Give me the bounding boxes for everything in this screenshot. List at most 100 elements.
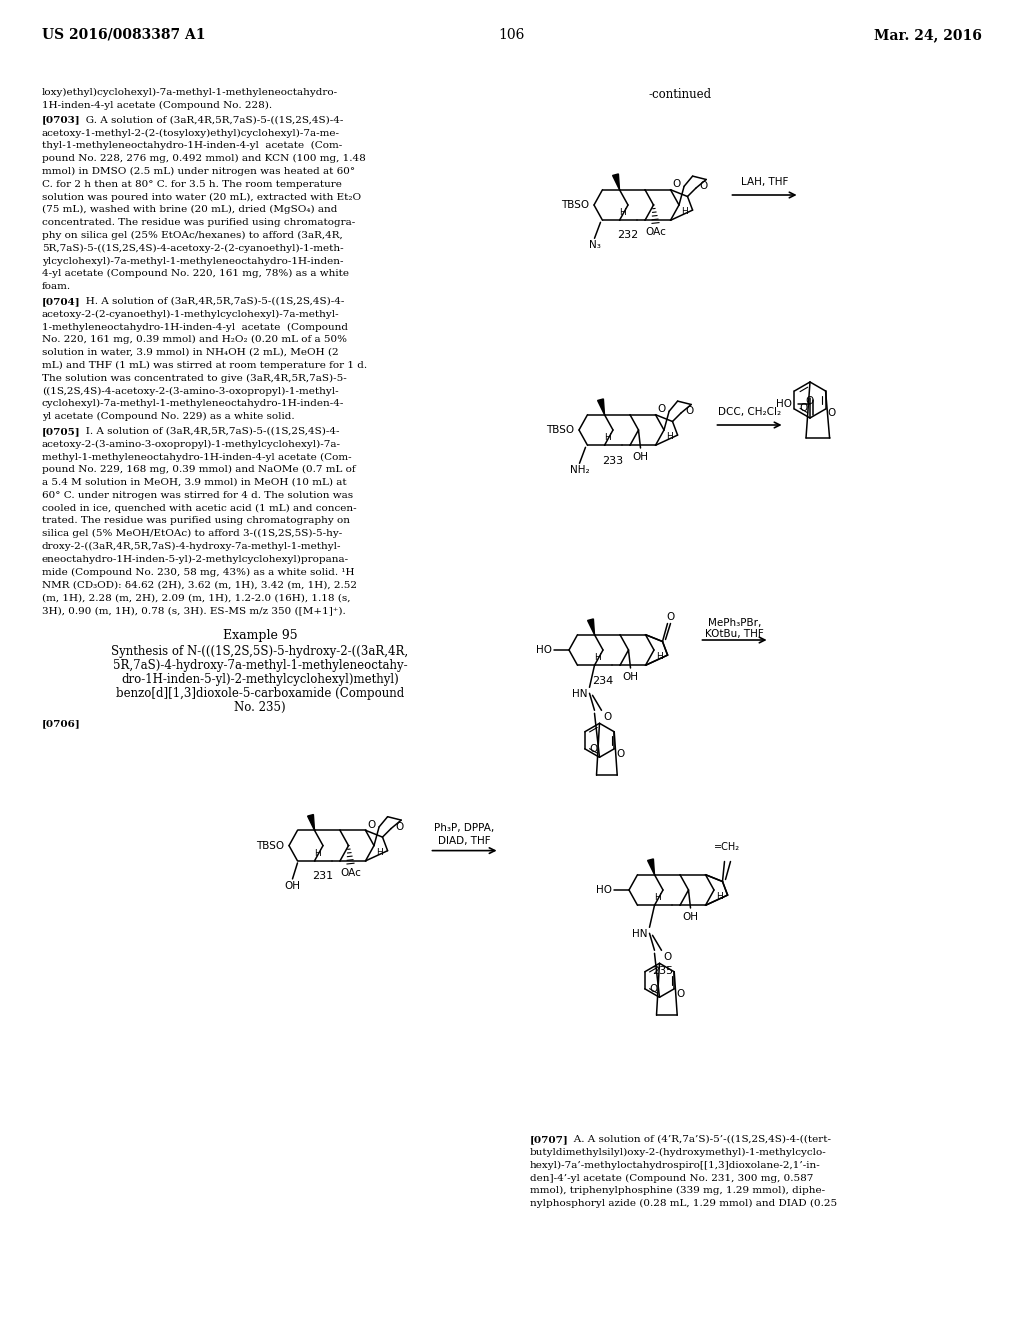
Text: 234: 234: [592, 676, 613, 685]
Text: 3H), 0.90 (m, 1H), 0.78 (s, 3H). ES-MS m/z 350 ([M+1]⁺).: 3H), 0.90 (m, 1H), 0.78 (s, 3H). ES-MS m…: [42, 606, 346, 615]
Text: LAH, THF: LAH, THF: [740, 177, 788, 187]
Text: solution was poured into water (20 mL), extracted with Et₂O: solution was poured into water (20 mL), …: [42, 193, 361, 202]
Text: TBSO: TBSO: [546, 425, 574, 436]
Text: HO: HO: [596, 884, 612, 895]
Text: A. A solution of (4’R,7a’S)-5’-((1S,2S,4S)-4-((tert-: A. A solution of (4’R,7a’S)-5’-((1S,2S,4…: [564, 1135, 831, 1144]
Text: 235: 235: [652, 965, 674, 975]
Text: -continued: -continued: [648, 88, 712, 102]
Text: Ph₃P, DPPA,: Ph₃P, DPPA,: [434, 822, 495, 833]
Text: O: O: [699, 181, 709, 191]
Text: C. for 2 h then at 80° C. for 3.5 h. The room temperature: C. for 2 h then at 80° C. for 3.5 h. The…: [42, 180, 342, 189]
Text: loxy)ethyl)cyclohexyl)-7a-methyl-1-methyleneoctahydro-: loxy)ethyl)cyclohexyl)-7a-methyl-1-methy…: [42, 88, 338, 98]
Text: OH: OH: [683, 912, 698, 921]
Text: H: H: [620, 209, 626, 216]
Text: TBSO: TBSO: [561, 201, 589, 210]
Text: Mar. 24, 2016: Mar. 24, 2016: [874, 28, 982, 42]
Text: [0704]: [0704]: [42, 297, 81, 306]
Text: mL) and THF (1 mL) was stirred at room temperature for 1 d.: mL) and THF (1 mL) was stirred at room t…: [42, 360, 368, 370]
Text: US 2016/0083387 A1: US 2016/0083387 A1: [42, 28, 206, 42]
Text: (75 mL), washed with brine (20 mL), dried (MgSO₄) and: (75 mL), washed with brine (20 mL), drie…: [42, 205, 337, 214]
Text: KOtBu, THF: KOtBu, THF: [706, 630, 764, 639]
Text: [0706]: [0706]: [42, 719, 81, 727]
Text: mmol) in DMSO (2.5 mL) under nitrogen was heated at 60°: mmol) in DMSO (2.5 mL) under nitrogen wa…: [42, 166, 355, 176]
Text: NMR (CD₃OD): δ4.62 (2H), 3.62 (m, 1H), 3.42 (m, 1H), 2.52: NMR (CD₃OD): δ4.62 (2H), 3.62 (m, 1H), 3…: [42, 581, 357, 590]
Text: No. 220, 161 mg, 0.39 mmol) and H₂O₂ (0.20 mL of a 50%: No. 220, 161 mg, 0.39 mmol) and H₂O₂ (0.…: [42, 335, 347, 345]
Text: mmol), triphenylphosphine (339 mg, 1.29 mmol), diphe-: mmol), triphenylphosphine (339 mg, 1.29 …: [530, 1187, 825, 1196]
Text: I. A solution of (3aR,4R,5R,7aS)-5-((1S,2S,4S)-4-: I. A solution of (3aR,4R,5R,7aS)-5-((1S,…: [76, 426, 340, 436]
Text: [0703]: [0703]: [42, 116, 81, 124]
Text: mide (Compound No. 230, 58 mg, 43%) as a white solid. ¹H: mide (Compound No. 230, 58 mg, 43%) as a…: [42, 568, 354, 577]
Text: eneoctahydro-1H-inden-5-yl)-2-methylcyclohexyl)propana-: eneoctahydro-1H-inden-5-yl)-2-methylcycl…: [42, 554, 349, 564]
Text: 233: 233: [602, 455, 624, 466]
Text: yl acetate (Compound No. 229) as a white solid.: yl acetate (Compound No. 229) as a white…: [42, 412, 295, 421]
Text: DIAD, THF: DIAD, THF: [438, 836, 490, 846]
Text: 231: 231: [312, 871, 334, 882]
Text: O: O: [667, 611, 675, 622]
Text: OAc: OAc: [645, 227, 666, 238]
Text: O: O: [672, 180, 680, 189]
Text: [0705]: [0705]: [42, 426, 81, 436]
Text: OH: OH: [633, 451, 648, 462]
Text: H: H: [654, 894, 662, 902]
Text: dro-1H-inden-5-yl)-2-methylcyclohexyl)methyl): dro-1H-inden-5-yl)-2-methylcyclohexyl)me…: [121, 673, 399, 686]
Text: HO: HO: [776, 399, 792, 409]
Text: H: H: [376, 847, 383, 857]
Text: cyclohexyl)-7a-methyl-1-methyleneoctahydro-1H-inden-4-: cyclohexyl)-7a-methyl-1-methyleneoctahyd…: [42, 399, 344, 408]
Text: Example 95: Example 95: [222, 628, 297, 642]
Text: acetoxy-2-(2-cyanoethyl)-1-methylcyclohexyl)-7a-methyl-: acetoxy-2-(2-cyanoethyl)-1-methylcyclohe…: [42, 310, 340, 318]
Text: solution in water, 3.9 mmol) in NH₄OH (2 mL), MeOH (2: solution in water, 3.9 mmol) in NH₄OH (2…: [42, 348, 339, 356]
Text: silica gel (5% MeOH/EtOAc) to afford 3-((1S,2S,5S)-5-hy-: silica gel (5% MeOH/EtOAc) to afford 3-(…: [42, 529, 342, 539]
Text: acetoxy-1-methyl-2-(2-(tosyloxy)ethyl)cyclohexyl)-7a-me-: acetoxy-1-methyl-2-(2-(tosyloxy)ethyl)cy…: [42, 128, 340, 137]
Text: 1H-inden-4-yl acetate (Compound No. 228).: 1H-inden-4-yl acetate (Compound No. 228)…: [42, 100, 272, 110]
Polygon shape: [588, 619, 595, 635]
Text: O: O: [649, 985, 657, 994]
Text: H: H: [656, 652, 663, 661]
Text: MePh₃PBr,: MePh₃PBr,: [708, 618, 761, 628]
Polygon shape: [307, 814, 314, 830]
Text: trated. The residue was purified using chromatography on: trated. The residue was purified using c…: [42, 516, 350, 525]
Text: N₃: N₃: [589, 240, 600, 251]
Text: O: O: [664, 952, 672, 962]
Text: H: H: [666, 432, 673, 441]
Text: butyldimethylsilyl)oxy-2-(hydroxymethyl)-1-methylcyclo-: butyldimethylsilyl)oxy-2-(hydroxymethyl)…: [530, 1148, 826, 1156]
Text: O: O: [685, 407, 693, 416]
Text: O: O: [616, 748, 625, 759]
Text: pound No. 228, 276 mg, 0.492 mmol) and KCN (100 mg, 1.48: pound No. 228, 276 mg, 0.492 mmol) and K…: [42, 154, 366, 164]
Text: DCC, CH₂Cl₂: DCC, CH₂Cl₂: [718, 407, 781, 417]
Text: 5R,7aS)-5-((1S,2S,4S)-4-acetoxy-2-(2-cyanoethyl)-1-meth-: 5R,7aS)-5-((1S,2S,4S)-4-acetoxy-2-(2-cya…: [42, 244, 344, 252]
Text: No. 235): No. 235): [234, 701, 286, 714]
Text: den]-4’-yl acetate (Compound No. 231, 300 mg, 0.587: den]-4’-yl acetate (Compound No. 231, 30…: [530, 1173, 813, 1183]
Text: droxy-2-((3aR,4R,5R,7aS)-4-hydroxy-7a-methyl-1-methyl-: droxy-2-((3aR,4R,5R,7aS)-4-hydroxy-7a-me…: [42, 543, 341, 552]
Text: OH: OH: [285, 880, 300, 891]
Text: acetoxy-2-(3-amino-3-oxopropyl)-1-methylcyclohexyl)-7a-: acetoxy-2-(3-amino-3-oxopropyl)-1-methyl…: [42, 440, 341, 449]
Text: cooled in ice, quenched with acetic acid (1 mL) and concen-: cooled in ice, quenched with acetic acid…: [42, 504, 356, 512]
Text: HN: HN: [572, 689, 588, 700]
Text: hexyl)-7a’-methyloctahydrospiro[[1,3]dioxolane-2,1’-in-: hexyl)-7a’-methyloctahydrospiro[[1,3]dio…: [530, 1160, 821, 1170]
Text: concentrated. The residue was purified using chromatogra-: concentrated. The residue was purified u…: [42, 218, 355, 227]
Text: ((1S,2S,4S)-4-acetoxy-2-(3-amino-3-oxopropyl)-1-methyl-: ((1S,2S,4S)-4-acetoxy-2-(3-amino-3-oxopr…: [42, 387, 339, 396]
Text: H: H: [314, 849, 321, 858]
Text: O: O: [395, 821, 403, 832]
Text: HN: HN: [632, 929, 647, 940]
Text: (m, 1H), 2.28 (m, 2H), 2.09 (m, 1H), 1.2-2.0 (16H), 1.18 (s,: (m, 1H), 2.28 (m, 2H), 2.09 (m, 1H), 1.2…: [42, 593, 350, 602]
Text: thyl-1-methyleneoctahydro-1H-inden-4-yl  acetate  (Com-: thyl-1-methyleneoctahydro-1H-inden-4-yl …: [42, 141, 342, 150]
Text: 4-yl acetate (Compound No. 220, 161 mg, 78%) as a white: 4-yl acetate (Compound No. 220, 161 mg, …: [42, 269, 349, 279]
Text: H: H: [681, 207, 688, 216]
Text: H. A solution of (3aR,4R,5R,7aS)-5-((1S,2S,4S)-4-: H. A solution of (3aR,4R,5R,7aS)-5-((1S,…: [76, 297, 344, 306]
Text: OH: OH: [623, 672, 639, 682]
Text: a 5.4 M solution in MeOH, 3.9 mmol) in MeOH (10 mL) at: a 5.4 M solution in MeOH, 3.9 mmol) in M…: [42, 478, 347, 487]
Polygon shape: [647, 859, 654, 875]
Text: foam.: foam.: [42, 282, 71, 290]
Text: methyl-1-methyleneoctahydro-1H-inden-4-yl acetate (Com-: methyl-1-methyleneoctahydro-1H-inden-4-y…: [42, 453, 351, 462]
Text: H: H: [604, 433, 611, 442]
Text: Synthesis of N-(((1S,2S,5S)-5-hydroxy-2-((3aR,4R,: Synthesis of N-(((1S,2S,5S)-5-hydroxy-2-…: [112, 644, 409, 657]
Polygon shape: [612, 174, 620, 190]
Text: O: O: [367, 820, 375, 830]
Text: The solution was concentrated to give (3aR,4R,5R,7aS)-5-: The solution was concentrated to give (3…: [42, 374, 347, 383]
Text: 5R,7aS)-4-hydroxy-7a-methyl-1-methyleneoctahy-: 5R,7aS)-4-hydroxy-7a-methyl-1-methyleneo…: [113, 659, 408, 672]
Text: O: O: [676, 989, 684, 998]
Text: nylphosphoryl azide (0.28 mL, 1.29 mmol) and DIAD (0.25: nylphosphoryl azide (0.28 mL, 1.29 mmol)…: [530, 1199, 838, 1208]
Text: H: H: [716, 892, 723, 902]
Text: G. A solution of (3aR,4R,5R,7aS)-5-((1S,2S,4S)-4-: G. A solution of (3aR,4R,5R,7aS)-5-((1S,…: [76, 116, 343, 124]
Text: O: O: [806, 396, 814, 407]
